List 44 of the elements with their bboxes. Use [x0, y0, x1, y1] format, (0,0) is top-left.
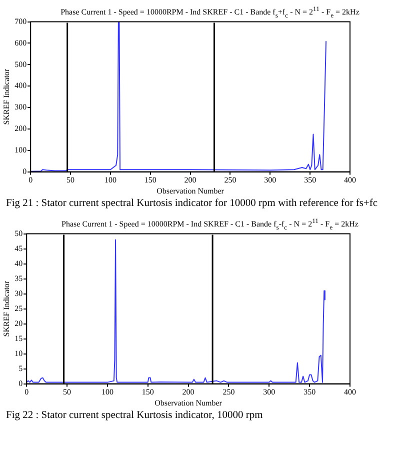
x-tick-label: 300: [263, 388, 276, 397]
y-tick-label: 35: [14, 274, 23, 283]
x-tick-label: 0: [28, 176, 33, 185]
y-tick-label: 40: [14, 258, 23, 268]
x-axis-title: Observation Number: [156, 186, 224, 196]
y-tick-label: 45: [14, 244, 23, 253]
x-tick-label: 250: [224, 176, 236, 185]
chart-title: Phase Current 1 - Speed = 10000RPM - Ind SKREF - C1 - Bande f$_{s}$+f$_{c}$ - N = 2$^{11}$ - F$_{e}$ = 2kHz: [60, 6, 360, 20]
y-tick-label: 700: [14, 16, 27, 26]
caption: Fig 21 : Stator current spectral Kurtosis indicator for 10000 rpm with reference for fs+fc: [5, 197, 379, 211]
x-tick-label: 350: [304, 388, 316, 397]
x-tick-label: 300: [264, 176, 276, 185]
y-tick-label: 400: [14, 81, 27, 90]
y-tick-label: 20: [14, 318, 23, 328]
x-tick-label: 50: [63, 388, 72, 397]
y-tick-label: 500: [14, 60, 27, 69]
y-tick-label: 0: [22, 166, 27, 176]
caption: Fig 22 : Stator current spectral Kurtosis indicator, 10000 rpm: [5, 409, 264, 423]
y-tick-label: 200: [14, 124, 27, 134]
x-tick-label: 50: [66, 176, 75, 185]
y-axis-title: SKREF Indicator: [2, 68, 11, 125]
y-tick-label: 600: [14, 38, 27, 48]
x-tick-label: 250: [222, 388, 235, 397]
y-tick-label: 25: [14, 304, 23, 313]
x-tick-label: 100: [101, 388, 114, 397]
x-tick-label: 200: [184, 176, 196, 185]
y-tick-label: 0: [18, 378, 23, 388]
y-tick-label: 50: [14, 228, 23, 238]
y-axis-title: SKREF Indicator: [2, 280, 11, 337]
x-tick-label: 150: [144, 176, 156, 185]
x-tick-label: 350: [304, 176, 316, 185]
x-axis-title: Observation Number: [154, 398, 222, 408]
y-tick-label: 300: [14, 102, 27, 112]
y-tick-label: 100: [14, 145, 27, 154]
x-tick-label: 400: [344, 176, 356, 185]
y-tick-label: 5: [18, 364, 23, 373]
chart-title: Phase Current 1 - Speed = 10000RPM - Ind SKREF - C1 - Bande f$_{s}$-f$_{c}$ - N = 2$^{11}$ - F$_{e}$ = 2kHz: [62, 218, 358, 232]
y-tick-label: 30: [14, 288, 23, 298]
x-tick-label: 400: [344, 388, 356, 397]
y-tick-label: 10: [14, 348, 23, 358]
x-tick-label: 200: [182, 388, 194, 397]
y-tick-label: 15: [14, 334, 23, 343]
x-tick-label: 100: [104, 176, 116, 185]
x-tick-label: 150: [142, 388, 154, 397]
